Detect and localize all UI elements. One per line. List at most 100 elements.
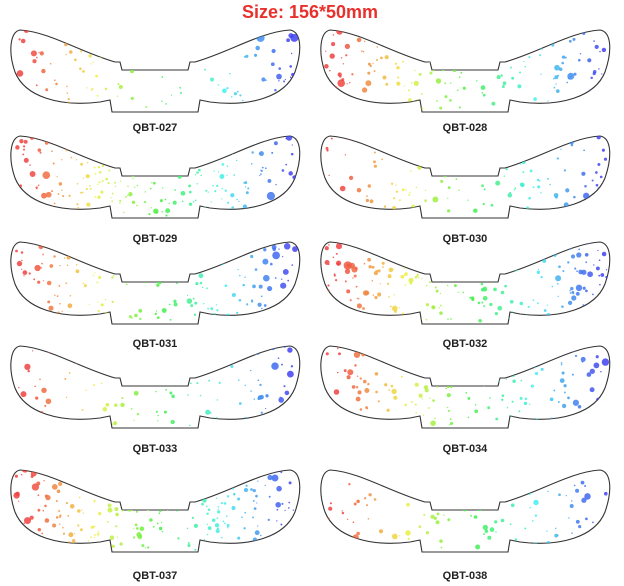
glitter-dot <box>407 537 410 540</box>
glitter-dot <box>93 384 96 387</box>
glitter-dot <box>39 378 41 381</box>
glitter-dot <box>324 246 329 251</box>
glitter-dot <box>529 506 531 509</box>
glitter-dot <box>32 59 37 64</box>
glitter-dot <box>524 527 527 530</box>
glitter-dot <box>162 32 166 35</box>
glitter-dot <box>390 346 394 350</box>
glitter-dot <box>409 143 413 147</box>
glitter-dot <box>581 269 587 275</box>
glitter-dot <box>51 150 53 153</box>
glitter-dot <box>443 174 447 178</box>
glitter-dot <box>594 308 598 312</box>
glitter-dot <box>511 311 513 313</box>
glitter-dot <box>553 192 559 198</box>
glitter-dot <box>332 256 335 259</box>
glitter-dot <box>560 363 563 366</box>
glitter-dot <box>565 188 570 193</box>
glitter-dot <box>80 50 83 53</box>
sticker <box>320 469 611 553</box>
glitter-dot <box>324 405 328 409</box>
glitter-dot <box>557 401 560 403</box>
glitter-dot <box>589 387 595 393</box>
glitter-dot <box>188 57 193 62</box>
glitter-dot <box>78 242 83 245</box>
glitter-dot <box>191 137 194 141</box>
glitter-dot <box>290 365 294 368</box>
glitter-dot <box>135 527 139 530</box>
glitter-dot <box>438 65 441 69</box>
glitter-dot <box>487 355 491 358</box>
glitter-dot <box>430 514 435 519</box>
glitter-dot <box>587 271 593 278</box>
glitter-dot <box>494 312 498 316</box>
glitter-dot <box>374 372 379 376</box>
glitter-dot <box>41 387 47 394</box>
glitter-dot <box>110 253 113 256</box>
glitter-dot <box>75 159 78 161</box>
glitter-dot <box>503 175 506 177</box>
glitter-dot <box>579 53 582 55</box>
glitter-dot <box>364 388 370 393</box>
glitter-dot <box>450 318 452 320</box>
glitter-dot <box>383 252 386 254</box>
glitter-dot <box>357 499 360 502</box>
glitter-dot <box>554 103 561 110</box>
glitter-dot <box>17 198 21 203</box>
glitter-dot <box>395 184 397 186</box>
glitter-dot <box>37 280 41 284</box>
glitter-dot <box>261 245 264 248</box>
glitter-dot <box>409 281 413 285</box>
glitter-dot <box>163 501 167 504</box>
glitter-dot <box>585 261 588 264</box>
glitter-dot <box>517 136 522 141</box>
glitter-dot <box>497 305 503 311</box>
glitter-dot <box>373 70 376 73</box>
glitter-dot <box>338 416 341 419</box>
glitter-dot <box>107 182 110 185</box>
glitter-dot <box>22 148 26 151</box>
glitter-dot <box>159 165 161 168</box>
glitter-dot <box>397 365 399 368</box>
glitter-dot <box>24 417 26 420</box>
glitter-dot <box>522 171 525 174</box>
glitter-dot <box>19 539 22 542</box>
sticker <box>10 345 301 429</box>
glitter-dot <box>593 40 595 42</box>
glitter-dot <box>369 64 372 68</box>
glitter-dot <box>209 411 212 414</box>
glitter-dot <box>61 244 65 247</box>
glitter-dot <box>561 403 567 409</box>
glitter-dot <box>421 246 426 250</box>
glitter-dot <box>347 369 354 376</box>
glitter-dot <box>108 252 110 254</box>
glitter-dot <box>591 547 594 550</box>
glitter-dot <box>187 542 190 544</box>
glitter-dot <box>80 162 84 166</box>
glitter-dot <box>210 77 214 82</box>
glitter-dot <box>206 533 209 536</box>
glitter-dot <box>512 255 516 259</box>
glitter-dot <box>269 262 273 266</box>
glitter-dot <box>516 260 518 263</box>
glitter-dot <box>575 519 580 524</box>
glitter-dot <box>236 311 239 314</box>
glitter-dot <box>381 261 385 265</box>
glitter-dot <box>79 67 82 71</box>
glitter-dot <box>538 180 541 182</box>
glitter-dot <box>122 47 125 50</box>
glitter-dot <box>434 417 436 420</box>
glitter-dot <box>227 546 230 549</box>
glitter-dot <box>97 165 101 169</box>
glitter-dot <box>79 528 83 532</box>
glitter-dot <box>385 82 389 86</box>
glitter-dot <box>272 247 276 252</box>
glitter-dot <box>414 69 416 72</box>
glitter-dot <box>188 491 191 494</box>
glitter-dot <box>348 175 354 181</box>
glitter-dot <box>150 207 152 209</box>
glitter-dot <box>567 396 570 400</box>
glitter-dot <box>59 265 61 267</box>
glitter-dot <box>445 367 448 371</box>
